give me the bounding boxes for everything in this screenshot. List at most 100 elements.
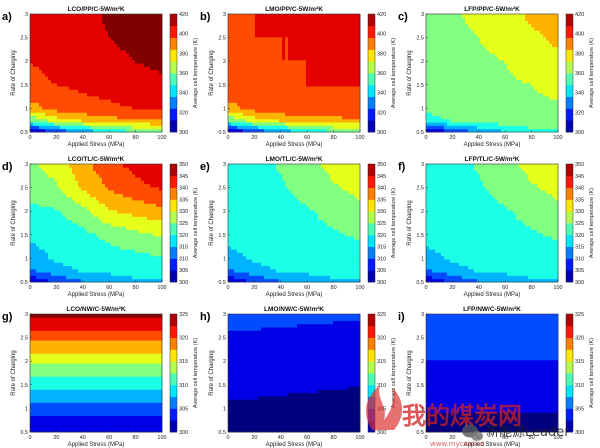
contour-cell (234, 86, 238, 90)
contour-cell (258, 112, 262, 117)
contour-cell (69, 99, 73, 103)
contour-cell (279, 118, 283, 123)
contour-cell (354, 118, 358, 123)
contour-cell (504, 92, 508, 97)
contour-cell (333, 125, 337, 130)
contour-cell (315, 105, 319, 110)
contour-cell (501, 89, 505, 94)
contour-cell (282, 53, 286, 58)
contour-cell (447, 30, 451, 35)
contour-cell (267, 95, 271, 100)
contour-cell (276, 27, 280, 31)
contour-cell (57, 59, 61, 64)
contour-cell (342, 56, 346, 61)
contour-cell (150, 50, 154, 54)
contour-cell (144, 99, 148, 103)
contour-cell (285, 125, 289, 130)
contour-cell (441, 76, 445, 80)
contour-cell (525, 115, 529, 120)
panel-letter: c) (398, 11, 408, 23)
contour-cell (441, 14, 445, 18)
contour-cell (354, 128, 358, 133)
contour-cell (39, 43, 43, 48)
contour-cell (150, 76, 154, 80)
contour-cell (492, 53, 496, 58)
contour-cell (54, 46, 58, 51)
contour-cell (108, 63, 112, 67)
contour-cell (45, 79, 49, 84)
contour-cell (156, 112, 160, 117)
contour-cell (336, 40, 340, 44)
contour-cell (477, 20, 481, 25)
colorbar-segment (170, 114, 177, 118)
contour-cell (231, 27, 235, 31)
contour-cell (36, 122, 40, 126)
contour-cell (279, 95, 283, 100)
contour-cell (495, 118, 499, 123)
contour-cell (90, 112, 94, 117)
contour-cell (441, 46, 445, 51)
contour-cell (51, 53, 55, 58)
contour-cell (447, 89, 451, 94)
contour-cell (534, 92, 538, 97)
contour-cell (543, 89, 547, 94)
contour-cell (252, 79, 256, 84)
contour-cell (489, 14, 493, 18)
contour-cell (126, 59, 130, 64)
contour-cell (330, 92, 334, 97)
contour-cell (153, 76, 157, 80)
contour-cell (144, 86, 148, 90)
contour-cell (288, 99, 292, 103)
contour-cell (138, 112, 142, 117)
contour-cell (429, 102, 433, 107)
contour-cell (492, 92, 496, 97)
contour-cell (333, 105, 337, 110)
contour-cell (474, 43, 478, 48)
contour-cell (354, 53, 358, 58)
contour-cell (534, 115, 538, 120)
contour-cell (60, 59, 64, 64)
contour-cell (465, 20, 469, 25)
contour-cell (243, 17, 247, 21)
contour-cell (345, 46, 349, 51)
contour-cell (258, 128, 262, 133)
contour-cell (141, 36, 145, 41)
contour-cell (291, 27, 295, 31)
contour-cell (276, 14, 280, 18)
contour-cell (267, 66, 271, 71)
contour-cell (36, 43, 40, 48)
contour-cell (426, 63, 430, 67)
contour-cell (261, 125, 265, 130)
contour-cell (57, 118, 61, 123)
contour-cell (519, 82, 523, 87)
contour-cell (240, 102, 244, 107)
contour-cell (255, 69, 259, 74)
contour-cell (276, 69, 280, 74)
contour-cell (300, 46, 304, 51)
contour-cell (357, 43, 361, 48)
contour-cell (81, 23, 85, 28)
panels: 0 20 40 60 80 1000.511.522.53LCO/PP/C-5W/m²KA… (2, 6, 595, 448)
contour-cell (456, 105, 460, 110)
contour-cell (249, 36, 253, 41)
contour-cell (123, 112, 127, 117)
contour-cell (345, 95, 349, 100)
contour-cell (117, 125, 121, 130)
contour-cell (141, 128, 145, 133)
contour-cell (336, 99, 340, 103)
contour-cell (252, 86, 256, 90)
contour-cell (99, 102, 103, 107)
contour-cell (111, 73, 115, 77)
contour-cell (303, 40, 307, 44)
contour-cell (276, 82, 280, 87)
contour-cell (537, 95, 541, 100)
contour-cell (243, 115, 247, 120)
contour-cell (450, 30, 454, 35)
contour-cell (477, 46, 481, 51)
contour-cell (540, 86, 544, 90)
contour-cell (78, 23, 82, 28)
contour-cell (156, 23, 160, 28)
contour-cell (54, 43, 58, 48)
contour-cell (327, 112, 331, 117)
